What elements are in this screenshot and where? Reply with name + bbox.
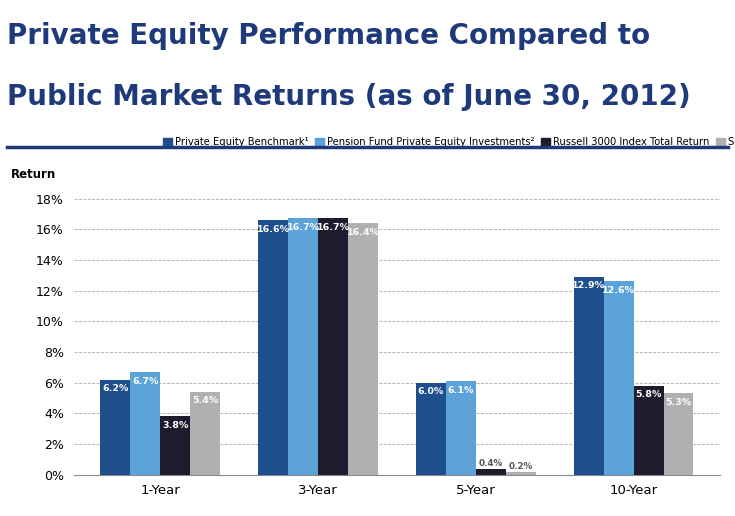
Bar <box>506 472 536 475</box>
Text: 5.4%: 5.4% <box>192 396 218 406</box>
Bar <box>446 381 476 475</box>
Bar <box>160 416 190 475</box>
Text: 16.7%: 16.7% <box>317 223 350 232</box>
Legend: Private Equity Benchmark¹, Pension Fund Private Equity Investments², Russell 300: Private Equity Benchmark¹, Pension Fund … <box>162 137 735 147</box>
Bar <box>573 277 603 475</box>
Text: Return: Return <box>11 168 57 181</box>
Bar <box>603 281 634 475</box>
Bar <box>258 220 288 475</box>
Text: 6.0%: 6.0% <box>417 387 444 396</box>
Text: 16.4%: 16.4% <box>346 228 379 237</box>
Text: 16.7%: 16.7% <box>287 223 320 232</box>
Text: 0.4%: 0.4% <box>478 459 503 468</box>
Text: 16.6%: 16.6% <box>257 224 290 234</box>
Bar <box>476 469 506 475</box>
Bar <box>348 223 378 475</box>
Text: 12.9%: 12.9% <box>572 281 605 291</box>
Text: 6.7%: 6.7% <box>132 377 159 385</box>
Text: 3.8%: 3.8% <box>162 421 188 430</box>
Text: 5.8%: 5.8% <box>635 390 662 399</box>
Text: 6.2%: 6.2% <box>102 384 129 393</box>
Bar <box>288 218 318 475</box>
Text: Private Equity Performance Compared to: Private Equity Performance Compared to <box>7 22 650 50</box>
Text: 6.1%: 6.1% <box>448 386 474 395</box>
Text: 5.3%: 5.3% <box>665 398 692 407</box>
Bar <box>100 380 130 475</box>
Bar <box>190 392 220 475</box>
Bar <box>664 393 694 475</box>
Bar <box>634 386 664 475</box>
Text: 12.6%: 12.6% <box>602 286 635 295</box>
Text: Public Market Returns (as of June 30, 2012): Public Market Returns (as of June 30, 20… <box>7 83 691 110</box>
Text: 0.2%: 0.2% <box>509 462 533 471</box>
Bar <box>130 372 160 475</box>
Bar <box>318 218 348 475</box>
Bar <box>416 383 446 475</box>
